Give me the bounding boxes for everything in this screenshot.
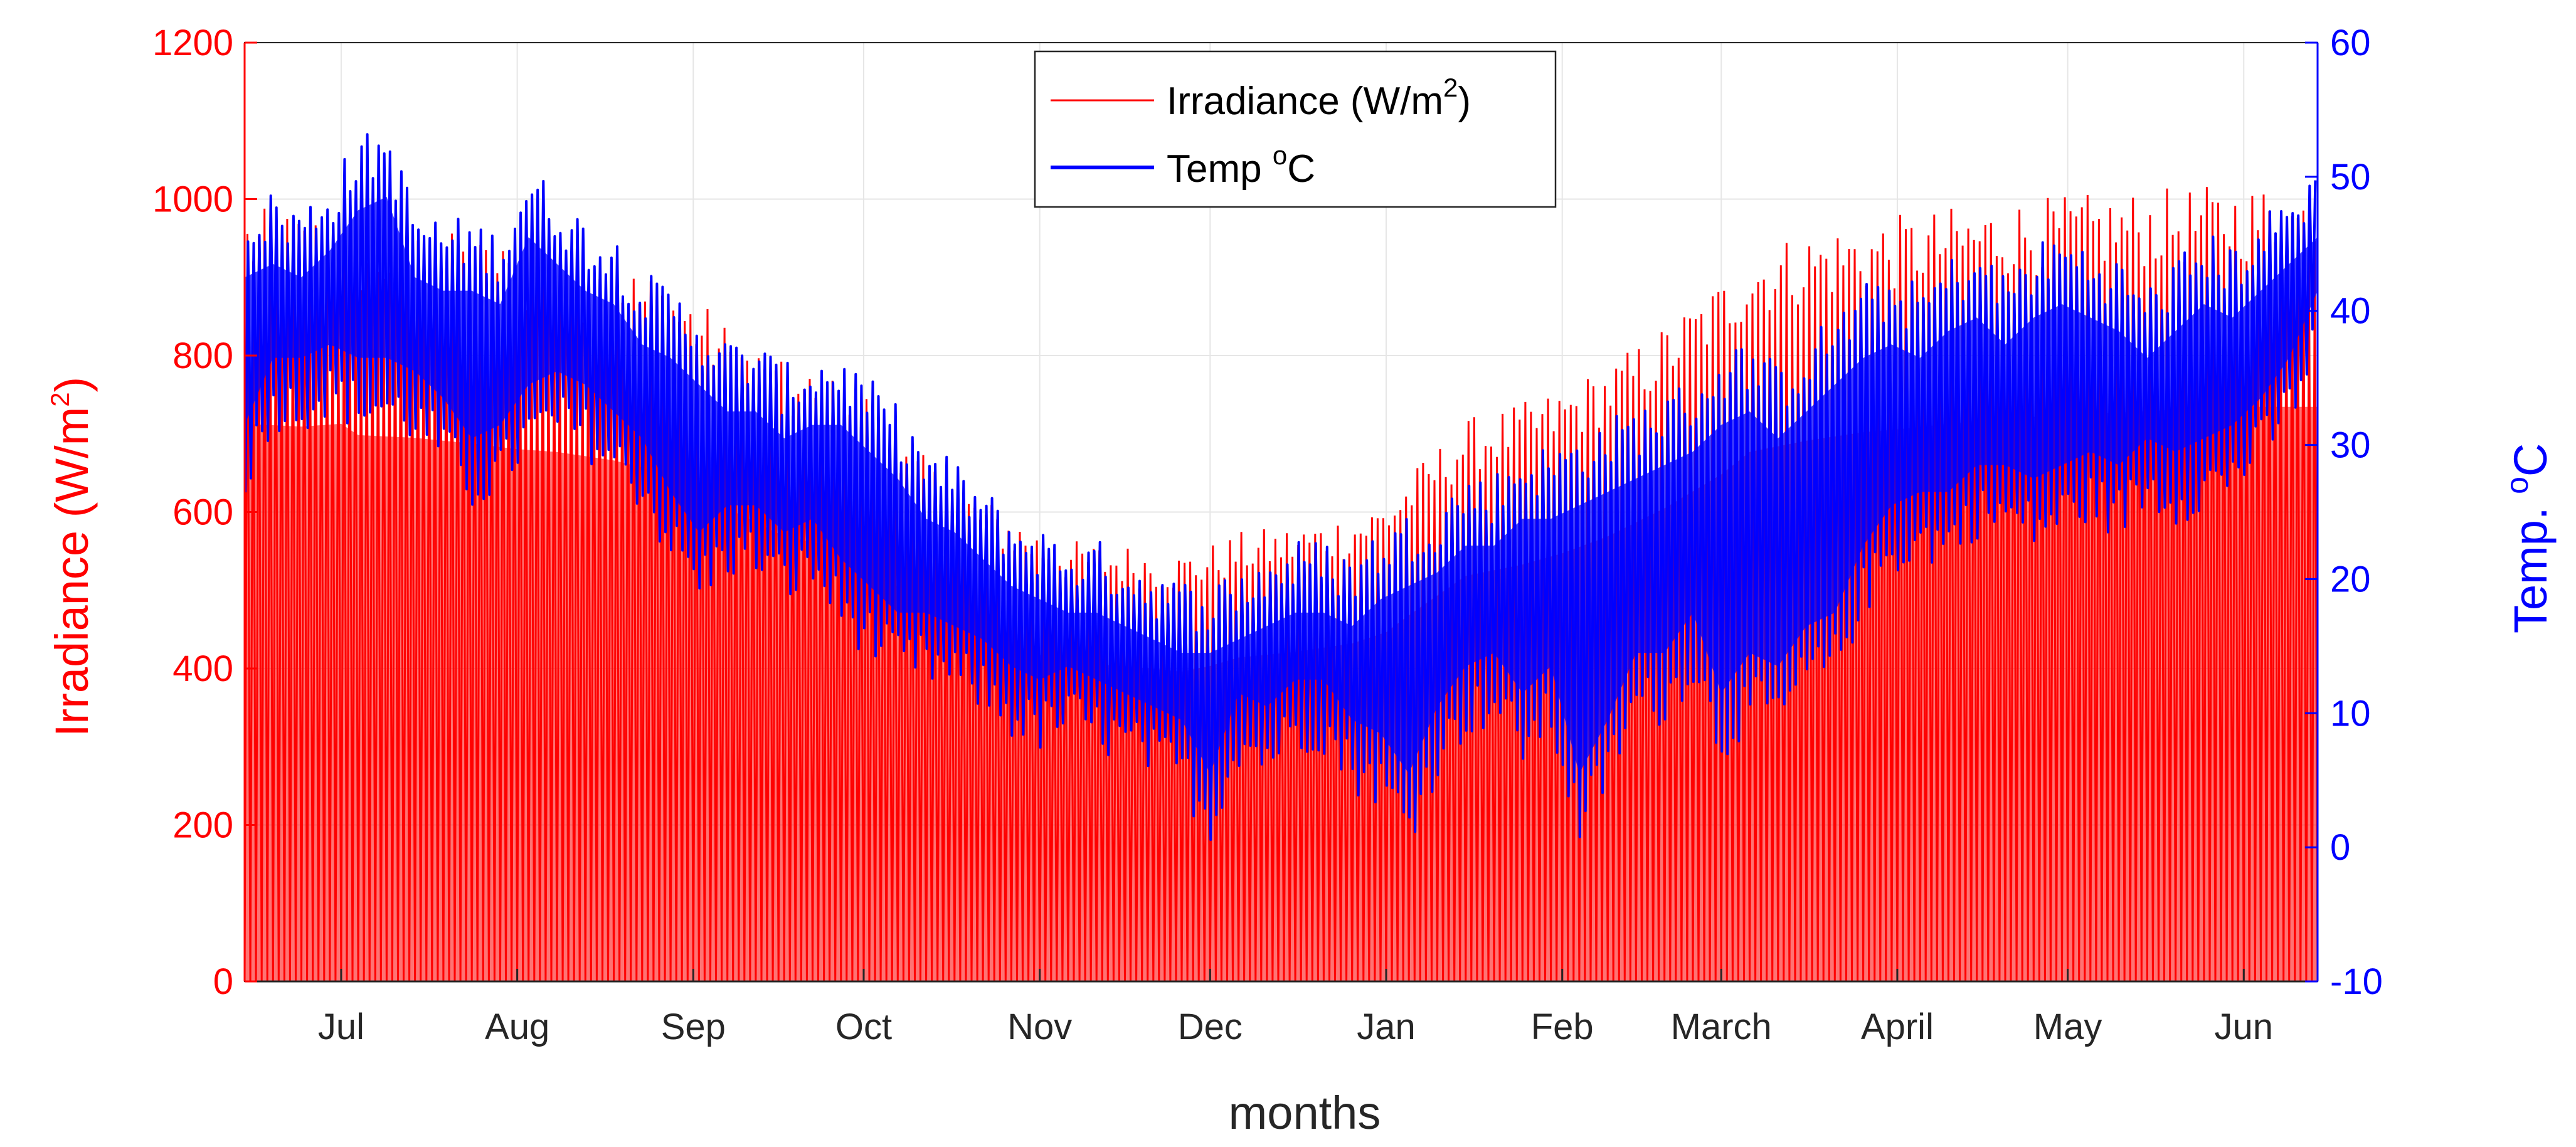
y-right-tick-label: 60 xyxy=(2330,23,2371,63)
legend-temperature-label: Temp oC xyxy=(1167,140,1315,191)
legend-irr-text: Irradiance (W/m xyxy=(1167,80,1443,123)
y-left-tick-label: 200 xyxy=(172,805,233,846)
y-left-tick-label: 0 xyxy=(213,961,233,1002)
x-tick-label: Dec xyxy=(1178,1007,1243,1047)
x-tick-label: Jul xyxy=(318,1007,364,1047)
x-tick-label: March xyxy=(1671,1007,1772,1047)
legend-box xyxy=(1034,50,1557,208)
legend-irr-suffix: ) xyxy=(1458,80,1471,123)
temperature-series xyxy=(243,133,2318,841)
x-tick-label: Aug xyxy=(485,1007,549,1047)
x-tick-label: Jun xyxy=(2215,1007,2274,1047)
y-right-tick-label: -10 xyxy=(2330,961,2383,1002)
x-axis-title: months xyxy=(1229,1087,1381,1139)
tick-labels: 0 200 400 600 800 1000 1200 -10 0 10 20 30 40 50 60 Jul… xyxy=(152,23,2383,1047)
y-right-tick-label: 40 xyxy=(2330,291,2371,332)
x-tick-label: Oct xyxy=(835,1007,892,1047)
y-right-tick-label: 10 xyxy=(2330,693,2371,734)
y-right-title-sup: o xyxy=(2499,477,2535,494)
y-left-tick-label: 800 xyxy=(172,336,233,376)
x-tick-label: Feb xyxy=(1531,1007,1594,1047)
y-right-title-text: Temp. xyxy=(2504,494,2557,633)
y-right-title-suffix: C xyxy=(2504,443,2557,477)
y-right-tick-label: 30 xyxy=(2330,425,2371,466)
y-left-tick-label: 1000 xyxy=(152,179,233,220)
y-left-axis-title: Irradiance (W/m2) xyxy=(45,377,98,737)
y-right-tick-label: 20 xyxy=(2330,559,2371,600)
y-right-axis-title: Temp. oC xyxy=(2499,443,2557,633)
x-tick-label: Nov xyxy=(1007,1007,1072,1047)
x-tick-label: May xyxy=(2033,1007,2102,1047)
y-right-tick-label: 50 xyxy=(2330,157,2371,198)
legend: Irradiance (W/m2) Temp oC xyxy=(1034,50,1557,208)
axes-layer xyxy=(243,41,2319,983)
legend-irradiance-label: Irradiance (W/m2) xyxy=(1167,73,1471,123)
y-left-tick-label: 1200 xyxy=(152,23,233,63)
legend-temp-text: Temp xyxy=(1167,147,1273,191)
y-left-title-sup: 2 xyxy=(45,392,75,406)
y-left-tick-label: 600 xyxy=(172,492,233,533)
x-tick-label: April xyxy=(1861,1007,1934,1047)
temperature-density xyxy=(245,196,2318,774)
x-tick-label: Sep xyxy=(661,1007,726,1047)
legend-irr-sup: 2 xyxy=(1443,73,1458,102)
y-right-tick-label: 0 xyxy=(2330,827,2350,868)
legend-temp-sup: o xyxy=(1273,140,1287,170)
y-left-title-text: Irradiance (W/m xyxy=(46,407,98,737)
legend-temp-suffix: C xyxy=(1287,147,1315,191)
y-left-tick-label: 400 xyxy=(172,648,233,689)
y-left-title-suffix: ) xyxy=(46,377,98,393)
x-tick-label: Jan xyxy=(1357,1007,1416,1047)
